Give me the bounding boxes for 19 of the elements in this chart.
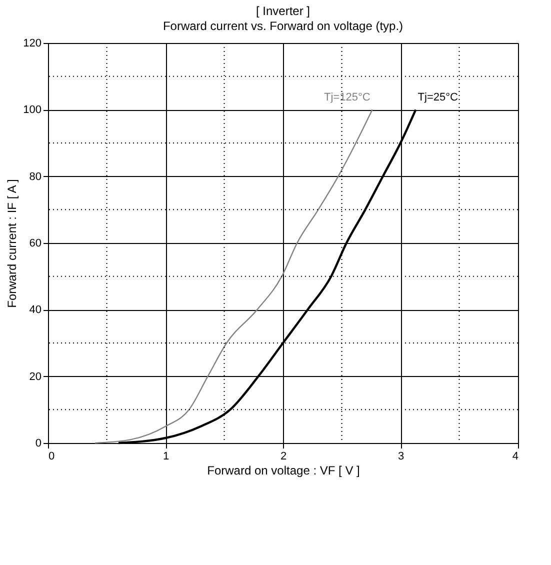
y-tick-label: 120 bbox=[23, 38, 42, 50]
y-tick-label: 0 bbox=[35, 438, 42, 450]
series-label: Tj=125°C bbox=[324, 92, 370, 104]
x-tick-label: 1 bbox=[162, 450, 170, 462]
chart-title: [ Inverter ] bbox=[256, 4, 310, 18]
y-tick-label: 80 bbox=[29, 170, 42, 183]
x-axis-title: Forward on voltage : VF [ V ] bbox=[207, 464, 360, 478]
y-axis-title: Forward current : IF [ A ] bbox=[5, 179, 20, 308]
y-tick-label: 20 bbox=[29, 370, 42, 383]
y-tick-label: 100 bbox=[23, 104, 42, 116]
x-tick-label: 3 bbox=[398, 450, 404, 462]
y-tick-label: 60 bbox=[29, 238, 42, 250]
line-series bbox=[94, 109, 373, 444]
chart-subtitle: Forward current vs. Forward on voltage (typ.) bbox=[162, 19, 404, 33]
x-tick-label: 4 bbox=[512, 450, 518, 462]
x-tick-label: 2 bbox=[280, 450, 287, 462]
y-tick-label: 40 bbox=[29, 304, 42, 316]
series-label: Tj=25°C bbox=[418, 92, 458, 104]
x-tick-label: 0 bbox=[48, 450, 55, 462]
